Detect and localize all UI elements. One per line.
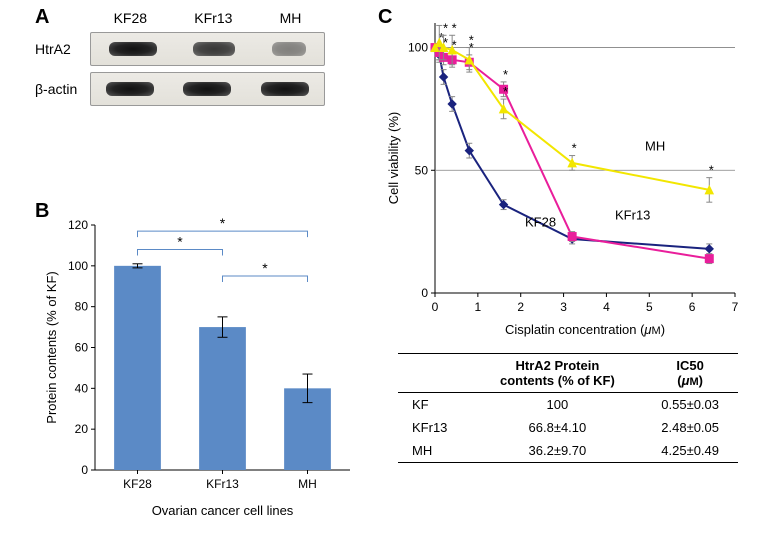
table-row: KFr1366.8±4.102.48±0.05	[398, 416, 738, 439]
svg-text:4: 4	[603, 300, 610, 314]
svg-text:0: 0	[432, 300, 439, 314]
line-chart: 05010001234567KF28*****KFr13******MHCisp…	[380, 8, 750, 348]
svg-text:KFr13: KFr13	[206, 477, 239, 491]
svg-text:*: *	[503, 67, 508, 82]
bar	[114, 266, 161, 470]
blot-col-label: MH	[280, 10, 302, 26]
svg-text:Protein contents (% of KF): Protein contents (% of KF)	[44, 271, 59, 423]
svg-text:*: *	[262, 260, 268, 276]
blot-row: β-actin	[35, 72, 325, 106]
svg-text:MH: MH	[298, 477, 317, 491]
table-row: MH36.2±9.704.25±0.49	[398, 439, 738, 463]
table-header	[398, 354, 473, 393]
svg-text:*: *	[572, 141, 577, 156]
svg-text:2: 2	[517, 300, 524, 314]
table-cell: MH	[398, 439, 473, 463]
svg-text:5: 5	[646, 300, 653, 314]
svg-text:50: 50	[415, 163, 429, 177]
series-label: MH	[645, 139, 665, 154]
svg-text:100: 100	[68, 259, 88, 273]
svg-text:0: 0	[81, 463, 88, 477]
svg-text:60: 60	[75, 341, 89, 355]
table-header: IC50(μM)	[642, 354, 738, 393]
svg-text:Ovarian cancer cell lines: Ovarian cancer cell lines	[152, 503, 294, 518]
svg-text:1: 1	[475, 300, 482, 314]
bar	[199, 327, 246, 470]
table-cell: KF	[398, 393, 473, 417]
blot-strip	[90, 32, 325, 66]
svg-text:6: 6	[689, 300, 696, 314]
svg-text:*: *	[709, 163, 714, 178]
svg-text:KF28: KF28	[123, 477, 152, 491]
blot-row-label: β-actin	[35, 81, 90, 97]
bar-chart-panel: 0 20 40 60 80 100 120 KF28 KFr13 MH * * * Ovarian can…	[40, 205, 360, 525]
blot-col-label: KFr13	[194, 10, 232, 26]
blot-band	[106, 82, 154, 96]
svg-text:*: *	[452, 20, 457, 35]
svg-text:*: *	[469, 33, 474, 48]
table-cell: KFr13	[398, 416, 473, 439]
table-row: KF1000.55±0.03	[398, 393, 738, 417]
blot-col-label: KF28	[114, 10, 147, 26]
svg-text:*: *	[177, 234, 183, 250]
svg-text:*: *	[503, 84, 508, 99]
table-cell: 2.48±0.05	[642, 416, 738, 439]
blot-band	[109, 42, 157, 56]
svg-text:20: 20	[75, 422, 89, 436]
svg-text:*: *	[443, 20, 448, 35]
table-cell: 66.8±4.10	[473, 416, 643, 439]
blot-band	[183, 82, 231, 96]
svg-text:Cell viability (%): Cell viability (%)	[386, 112, 401, 204]
table-cell: 0.55±0.03	[642, 393, 738, 417]
series-label: KFr13	[615, 207, 650, 222]
blot-band	[272, 42, 306, 56]
svg-text:3: 3	[560, 300, 567, 314]
bar-chart: 0 20 40 60 80 100 120 KF28 KFr13 MH * * * Ovarian can…	[40, 205, 360, 525]
table-cell: 4.25±0.49	[642, 439, 738, 463]
blot-row-label: HtrA2	[35, 41, 90, 57]
series-label: KF28	[525, 215, 556, 230]
blot-strip	[90, 72, 325, 106]
ic50-table: HtrA2 Proteincontents (% of KF)IC50(μM) …	[398, 353, 738, 463]
svg-text:40: 40	[75, 381, 89, 395]
line-chart-panel: 05010001234567KF28*****KFr13******MHCisp…	[380, 8, 750, 463]
svg-text:0: 0	[421, 286, 428, 300]
svg-text:120: 120	[68, 218, 88, 232]
svg-text:100: 100	[408, 41, 428, 55]
blot-band	[261, 82, 309, 96]
blot-column-headers: KF28 KFr13 MH	[90, 10, 325, 26]
svg-text:80: 80	[75, 300, 89, 314]
table-cell: 100	[473, 393, 643, 417]
western-blot-panel: KF28 KFr13 MH HtrA2 β-actin	[35, 10, 325, 106]
blot-row: HtrA2	[35, 32, 325, 66]
svg-text:Cisplatin concentration (μM): Cisplatin concentration (μM)	[505, 322, 665, 337]
table-cell: 36.2±9.70	[473, 439, 643, 463]
table-header: HtrA2 Proteincontents (% of KF)	[473, 354, 643, 393]
blot-band	[193, 42, 235, 56]
svg-text:7: 7	[732, 300, 739, 314]
svg-text:*: *	[220, 215, 226, 231]
